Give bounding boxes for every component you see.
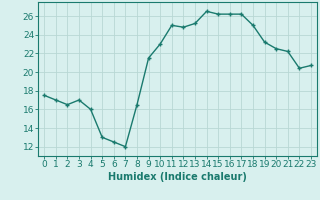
X-axis label: Humidex (Indice chaleur): Humidex (Indice chaleur) <box>108 172 247 182</box>
